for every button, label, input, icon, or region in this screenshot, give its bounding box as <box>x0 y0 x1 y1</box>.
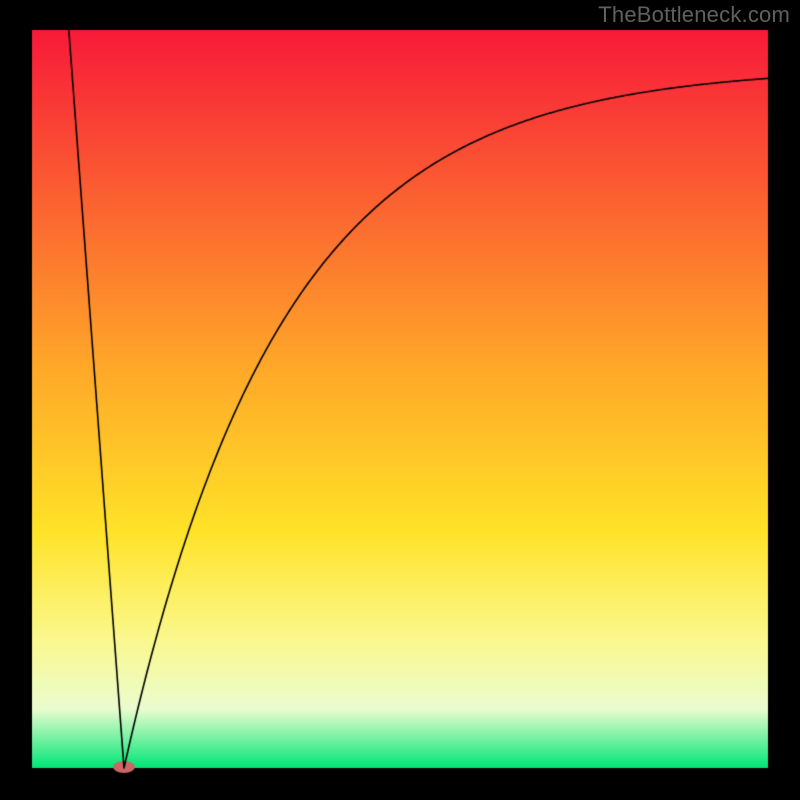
chart-container: TheBottleneck.com <box>0 0 800 800</box>
bottleneck-chart-canvas <box>0 0 800 800</box>
